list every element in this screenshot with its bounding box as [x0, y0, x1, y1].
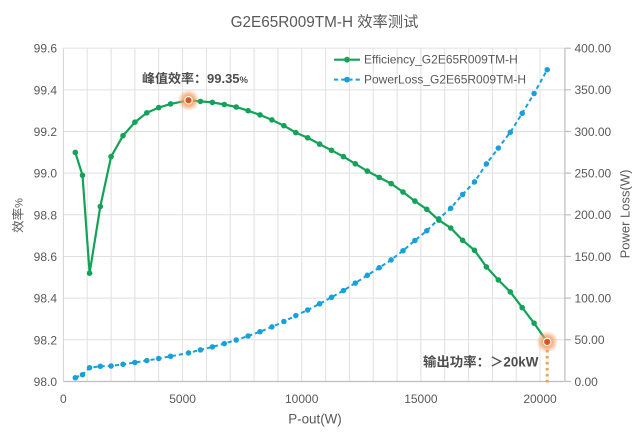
- svg-text:99.35: 99.35: [207, 71, 240, 86]
- svg-text:98.6: 98.6: [34, 250, 58, 264]
- svg-text:0: 0: [60, 392, 67, 406]
- svg-text:100.00: 100.00: [575, 292, 612, 306]
- svg-text:5000: 5000: [169, 392, 196, 406]
- svg-text:350.00: 350.00: [575, 83, 612, 97]
- svg-text:10000: 10000: [285, 392, 319, 406]
- svg-text:150.00: 150.00: [575, 250, 612, 264]
- svg-text:%: %: [240, 75, 249, 86]
- svg-text:15000: 15000: [404, 392, 438, 406]
- svg-text:98.8: 98.8: [34, 208, 58, 222]
- svg-text:250.00: 250.00: [575, 167, 612, 181]
- svg-text:G2E65R009TM-H: G2E65R009TM-H: [231, 14, 353, 31]
- svg-text:PowerLoss_G2E65R009TM-H: PowerLoss_G2E65R009TM-H: [364, 72, 526, 86]
- svg-text:300.00: 300.00: [575, 125, 612, 139]
- svg-text:400.00: 400.00: [575, 42, 612, 56]
- svg-text:50.00: 50.00: [575, 333, 605, 347]
- svg-text:Power Loss(W): Power Loss(W): [618, 170, 633, 259]
- svg-text:20000: 20000: [523, 392, 557, 406]
- svg-text:99.0: 99.0: [34, 167, 58, 181]
- svg-text:98.2: 98.2: [34, 333, 58, 347]
- svg-text:99.6: 99.6: [34, 42, 58, 56]
- svg-text:99.2: 99.2: [34, 125, 58, 139]
- svg-text:98.0: 98.0: [34, 375, 58, 389]
- svg-text:200.00: 200.00: [575, 208, 612, 222]
- svg-text:0.00: 0.00: [575, 375, 599, 389]
- svg-text:20kW: 20kW: [503, 355, 538, 370]
- svg-text:Efficiency_G2E65R009TM-H: Efficiency_G2E65R009TM-H: [364, 52, 518, 66]
- svg-text:98.4: 98.4: [34, 292, 58, 306]
- svg-text:99.4: 99.4: [34, 83, 58, 97]
- svg-text:%: %: [14, 198, 26, 208]
- svg-text:P-out(W): P-out(W): [288, 412, 342, 427]
